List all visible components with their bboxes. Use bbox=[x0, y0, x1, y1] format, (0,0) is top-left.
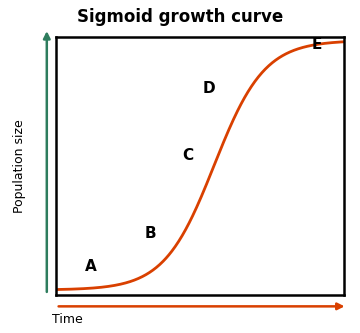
Text: Population size: Population size bbox=[13, 119, 26, 212]
Text: D: D bbox=[203, 81, 215, 96]
Text: A: A bbox=[85, 259, 96, 274]
Text: C: C bbox=[183, 148, 194, 163]
Text: B: B bbox=[145, 225, 157, 240]
Text: E: E bbox=[312, 37, 323, 52]
Text: Sigmoid growth curve: Sigmoid growth curve bbox=[77, 8, 283, 26]
Text: Time: Time bbox=[52, 313, 83, 326]
